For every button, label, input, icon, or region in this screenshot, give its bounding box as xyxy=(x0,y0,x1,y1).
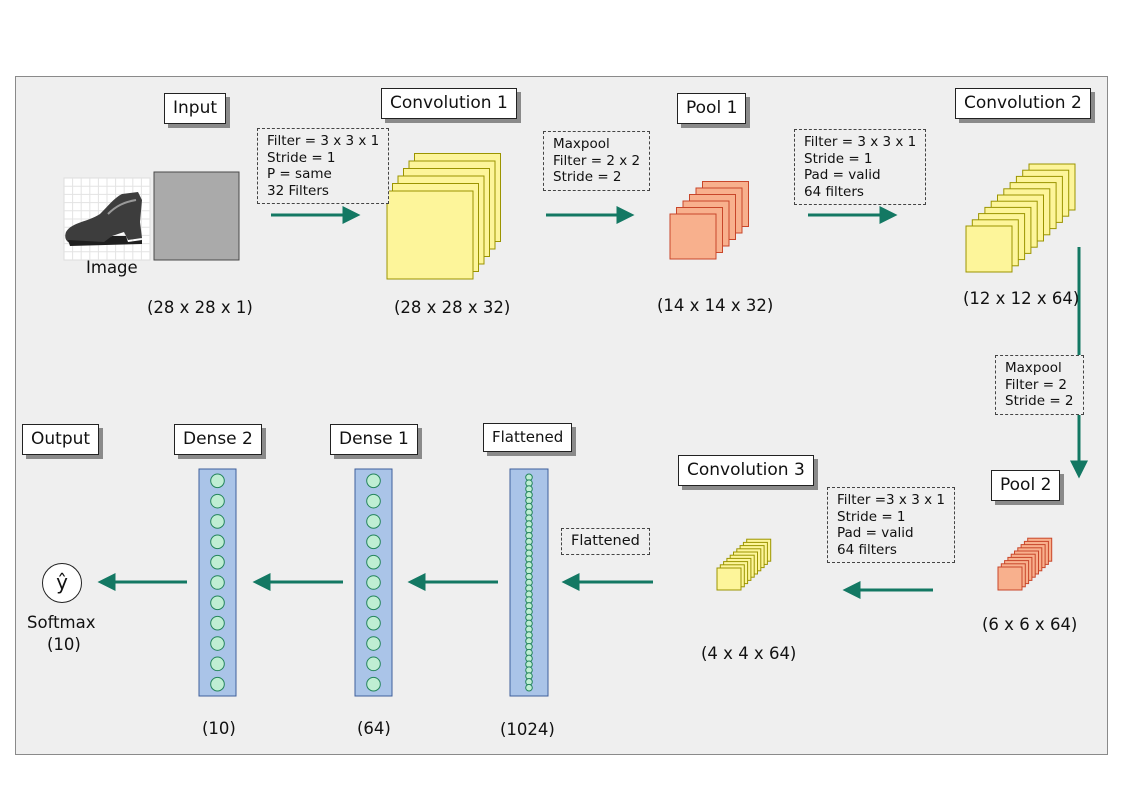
dense1-neuron xyxy=(366,514,381,529)
pool2-params: Maxpool Filter = 2 Stride = 2 xyxy=(995,355,1084,415)
pool1-title: Pool 1 xyxy=(677,93,747,124)
dense1-neuron xyxy=(366,676,381,692)
pool2-title: Pool 2 xyxy=(991,470,1061,501)
flattened-neuron xyxy=(525,683,533,692)
pool1-params: Maxpool Filter = 2 x 2 Stride = 2 xyxy=(543,131,651,191)
pool1-map xyxy=(669,213,717,260)
dense2-neuron xyxy=(210,595,225,611)
conv1-title: Convolution 1 xyxy=(381,88,517,119)
conv1-map xyxy=(386,190,474,280)
dense2-neuron xyxy=(210,636,225,651)
dense1-neuron xyxy=(366,534,381,550)
dense2-neuron xyxy=(210,493,225,509)
dense2-neuron xyxy=(210,615,225,631)
conv2-map xyxy=(965,225,1013,273)
conv1-dim: (28 x 28 x 32) xyxy=(394,298,511,317)
dense1-neuron xyxy=(366,636,381,651)
dense2-neuron xyxy=(210,575,225,590)
pool1-dim: (14 x 14 x 32) xyxy=(657,296,774,315)
pool2-map xyxy=(997,566,1023,591)
dense1-neuron xyxy=(366,615,381,631)
flattened-title: Flattened xyxy=(483,423,573,452)
dense2-neuron xyxy=(210,473,225,489)
dense1-neuron xyxy=(366,595,381,611)
dense1-title: Dense 1 xyxy=(330,424,418,455)
input-title: Input xyxy=(164,93,227,124)
dense1-neuron xyxy=(366,656,381,672)
dense1-neuron xyxy=(366,554,381,570)
conv3-dim: (4 x 4 x 64) xyxy=(701,644,797,663)
dense2-title: Dense 2 xyxy=(174,424,262,455)
conv2-title: Convolution 2 xyxy=(955,88,1091,119)
dense2-neuron xyxy=(210,534,225,550)
flattened-dim: (1024) xyxy=(500,720,555,739)
dense2-neuron xyxy=(210,554,225,570)
output-node: ŷ xyxy=(42,563,82,603)
flatten-params: Flattened xyxy=(561,528,650,555)
output-units: (10) xyxy=(47,635,81,654)
conv2-dim: (12 x 12 x 64) xyxy=(963,289,1080,308)
pool2-dim: (6 x 6 x 64) xyxy=(982,615,1078,634)
dense1-neuron xyxy=(366,575,381,590)
dense2-neuron xyxy=(210,656,225,672)
dense2-neuron xyxy=(210,514,225,529)
conv3-map xyxy=(716,567,742,591)
conv3-title: Convolution 3 xyxy=(678,455,814,486)
dense2-neuron xyxy=(210,676,225,692)
dense1-neuron xyxy=(366,493,381,509)
dense2-dim: (10) xyxy=(202,719,236,738)
softmax-label: Softmax xyxy=(27,613,96,632)
dense1-neuron xyxy=(366,473,381,489)
conv2-params: Filter = 3 x 3 x 1 Stride = 1 Pad = valid 6… xyxy=(794,129,927,205)
dense1-dim: (64) xyxy=(357,719,391,738)
conv3-params: Filter =3 x 3 x 1 Stride = 1 Pad = valid 64… xyxy=(827,487,955,563)
input-channel xyxy=(153,171,240,261)
output-title: Output xyxy=(22,424,100,455)
shoe-image xyxy=(63,177,151,261)
image-label: Image xyxy=(86,258,138,277)
input-dim: (28 x 28 x 1) xyxy=(147,298,253,317)
